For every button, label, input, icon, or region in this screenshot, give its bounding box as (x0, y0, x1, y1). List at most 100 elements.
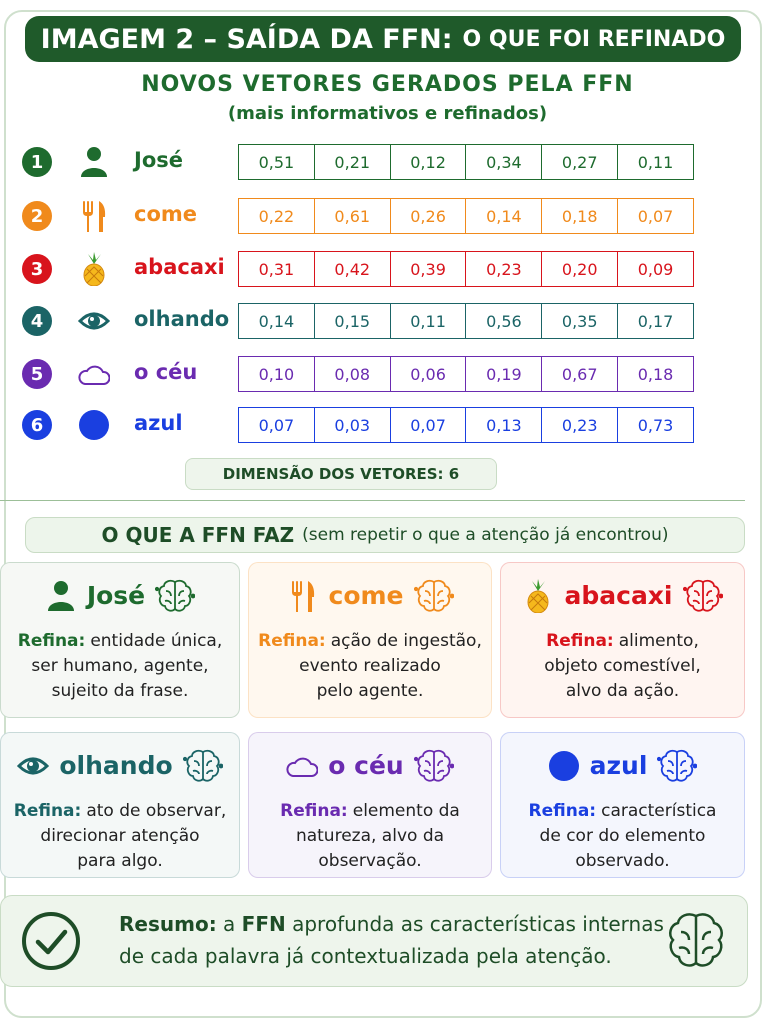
card-line: para algo. (1, 849, 239, 874)
card-line: objeto comestível, (501, 654, 744, 679)
vector-cell: 0,15 (313, 304, 390, 338)
ffn-title: O QUE A FFN FAZ (101, 523, 295, 547)
card-line-text: de cor do elemento (539, 826, 706, 846)
card-line-text: observação. (318, 851, 422, 871)
card-line-text: ato de observar, (86, 801, 227, 821)
brain-icon (657, 749, 698, 782)
row-icon (78, 312, 110, 330)
vector-row: 4 olhando 0,14 0,15 0,11 0,56 0,35 0,17 (22, 303, 702, 339)
brain-icon (155, 579, 196, 612)
title: IMAGEM 2 – SAÍDA DA FFN: (40, 23, 453, 55)
vector-row: 2 come 0,22 0,61 0,26 0,14 0,18 0,07 (22, 198, 702, 234)
summary-part: a (223, 912, 236, 936)
card-line-text: entidade única, (90, 631, 223, 651)
ffn-header: O QUE A FFN FAZ (sem repetir o que a ate… (25, 517, 745, 553)
summary-ffn: FFN (241, 912, 286, 936)
vector-cell: 0,73 (617, 408, 693, 442)
card-line-text: objeto comestível, (544, 656, 701, 676)
vectors-title: NOVOS VETORES GERADOS PELA FFN (141, 72, 634, 97)
card-line: Refina: ação de ingestão, (249, 629, 491, 654)
vector-cell: 0,23 (465, 252, 541, 286)
card-line-text: pelo agente. (316, 681, 424, 701)
ffn-note: (sem repetir o que a atenção já encontro… (302, 525, 669, 545)
card-word: abacaxi (564, 581, 673, 610)
vector-cell: 0,07 (258, 415, 295, 435)
row-word: José (134, 148, 183, 172)
vector-cell: 0,10 (258, 364, 295, 384)
vector-row: 3 abacaxi 0,31 0,42 0,39 0,23 0,20 0,09 (22, 251, 702, 287)
card-text: Refina: entidade única, ser humano, agente… (1, 629, 239, 704)
card-line: pelo agente. (249, 679, 491, 704)
vector-cell: 0,07 (617, 199, 693, 233)
card-line: Refina: característica (501, 799, 744, 824)
row-number: 5 (22, 359, 52, 389)
card-word: come (328, 581, 404, 610)
card-text: Refina: ato de observar, direcionar atençã… (1, 799, 239, 874)
banner: IMAGEM 2 – SAÍDA DA FFN: O QUE FOI REFIN… (25, 16, 741, 62)
card-line: observado. (501, 849, 744, 874)
row-word: azul (134, 411, 183, 435)
card-head: o céu (249, 747, 491, 784)
vector-cell: 0,20 (541, 252, 617, 286)
vector-cell: 0,23 (541, 408, 617, 442)
vector-cells: 0,51 0,21 0,12 0,34 0,27 0,11 (238, 144, 694, 180)
vector-cells: 0,22 0,61 0,26 0,14 0,18 0,07 (238, 198, 694, 234)
card-head: azul (501, 747, 744, 784)
ffn-card: olhando Refina: ato de observar, direcionar… (0, 732, 240, 878)
card-line-text: elemento da (352, 801, 460, 821)
ffn-card: o céu Refina: elemento da natureza, alvo da… (248, 732, 492, 878)
card-word: azul (589, 751, 648, 780)
vector-cells: 0,31 0,42 0,39 0,23 0,20 0,09 (238, 251, 694, 287)
title-suffix: O QUE FOI REFINADO (462, 26, 726, 52)
row-icon (81, 147, 107, 177)
row-icon (83, 201, 106, 232)
vector-cell: 0,51 (258, 152, 295, 172)
card-line-text: sujeito da frase. (51, 681, 189, 701)
vector-cell: 0,08 (313, 357, 390, 391)
card-line: de cor do elemento (501, 824, 744, 849)
card-label: Refina: (258, 631, 326, 651)
vector-cell: 0,21 (313, 145, 390, 179)
brain-icon (413, 579, 454, 612)
row-number: 1 (22, 147, 52, 177)
row-icon (83, 252, 105, 286)
card-icon (17, 757, 50, 774)
card-line-text: alvo da ação. (565, 681, 680, 701)
brain-icon (413, 749, 454, 782)
card-head: abacaxi (501, 577, 744, 614)
card-line-text: ser humano, agente, (31, 656, 209, 676)
frame (4, 10, 762, 1018)
card-label: Refina: (13, 801, 82, 821)
vector-cells: 0,07 0,03 0,07 0,13 0,23 0,73 (238, 407, 694, 443)
summary-label: Resumo: (119, 912, 217, 936)
card-icon (548, 750, 579, 781)
summary-part: aprofunda as características internas (292, 912, 664, 936)
card-line-text: alimento, (618, 631, 699, 651)
card-label: Refina: (546, 631, 614, 651)
vector-cell: 0,61 (313, 199, 390, 233)
summary-line: de cada palavra já contextualizada pela … (119, 944, 612, 968)
card-line: observação. (249, 849, 491, 874)
summary: Resumo: a FFN aprofunda as característic… (0, 895, 748, 987)
vector-cell: 0,03 (313, 408, 390, 442)
card-head: José (1, 577, 239, 614)
vector-cell: 0,18 (541, 199, 617, 233)
card-line-text: direcionar atenção (40, 826, 200, 846)
vector-cell: 0,17 (617, 304, 693, 338)
separator (0, 500, 745, 501)
vector-row: 6 azul 0,07 0,03 0,07 0,13 0,23 0,73 (22, 407, 702, 443)
row-icon (79, 410, 109, 440)
card-line-text: natureza, alvo da (295, 826, 445, 846)
card-text: Refina: característica de cor do elemento o… (501, 799, 744, 874)
card-line-text: observado. (575, 851, 670, 871)
vector-cell: 0,39 (389, 252, 466, 286)
dimension-badge: DIMENSÃO DOS VETORES: 6 (185, 458, 497, 490)
brain-icon (682, 579, 723, 612)
vector-cells: 0,10 0,08 0,06 0,19 0,67 0,18 (238, 356, 694, 392)
vector-cell: 0,14 (465, 199, 541, 233)
card-icon (286, 757, 319, 777)
card-line: Refina: alimento, (501, 629, 744, 654)
row-number: 3 (22, 254, 52, 284)
card-line: direcionar atenção (1, 824, 239, 849)
